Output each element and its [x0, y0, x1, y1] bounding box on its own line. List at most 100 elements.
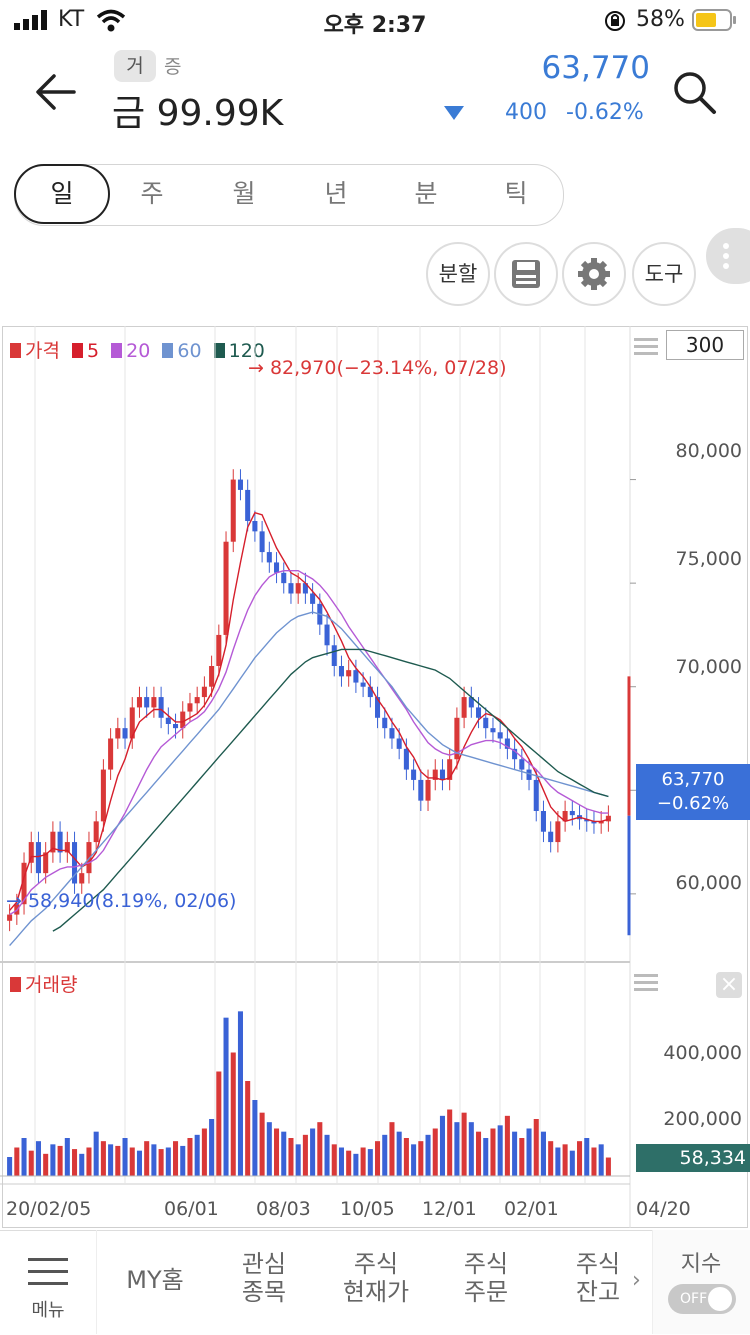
signal-icon	[14, 10, 47, 30]
volume-title: 거래량	[25, 974, 78, 996]
candle-body	[259, 531, 265, 553]
menu-button[interactable]: 메뉴	[0, 1230, 97, 1334]
tools-button[interactable]: 도구	[632, 242, 696, 306]
candle-body	[461, 697, 467, 718]
vol-tick-400000: 400,000	[663, 1042, 742, 1064]
legend-price: 가격	[25, 340, 60, 362]
candle-body	[375, 697, 381, 718]
candle-body	[274, 562, 280, 573]
candle-body	[411, 769, 417, 780]
candle-body	[144, 697, 150, 708]
candle-body	[43, 852, 49, 874]
volume-bar	[28, 1150, 34, 1176]
candle-body	[64, 842, 70, 853]
volume-bar	[259, 1112, 265, 1176]
volume-bar	[497, 1125, 503, 1176]
wifi-icon	[96, 9, 126, 32]
volume-bar	[223, 1017, 229, 1176]
candle-body	[548, 831, 554, 843]
candle-body	[295, 583, 301, 594]
volume-bar	[461, 1112, 467, 1176]
price-chart[interactable]	[0, 326, 750, 1228]
candle-body	[151, 697, 157, 708]
status-bar: KT 오후 2:37 58%	[0, 0, 750, 40]
menu-icon	[28, 1258, 68, 1285]
tab-day[interactable]: 일	[14, 164, 110, 224]
candle-body	[360, 682, 366, 687]
volume-bar	[158, 1149, 164, 1176]
volume-bar	[598, 1144, 604, 1176]
nav-stock-balance[interactable]: 주식 잔고	[575, 1250, 621, 1306]
volume-bar	[468, 1122, 474, 1176]
chevron-right-icon[interactable]: ›	[632, 1268, 641, 1293]
y-tick-80000: 80,000	[675, 440, 742, 462]
volume-bar	[86, 1147, 92, 1176]
settings-button[interactable]	[562, 242, 626, 306]
candle-body	[216, 634, 222, 666]
candle-body	[72, 842, 78, 884]
x-tick-3: 10/05	[340, 1198, 395, 1220]
tab-minute[interactable]: 분	[414, 179, 438, 208]
candle-body	[504, 738, 510, 749]
battery-percent: 58%	[636, 7, 685, 32]
candle-body	[403, 748, 409, 770]
price-panel-menu-icon[interactable]	[634, 338, 658, 359]
candle-body	[57, 831, 63, 853]
volume-bar	[209, 1119, 215, 1176]
volume-bar	[201, 1128, 207, 1176]
candle-body	[108, 738, 114, 770]
nav-stock-order[interactable]: 주식 주문	[463, 1250, 509, 1306]
candle-body	[569, 811, 575, 816]
ma120-line	[52, 648, 609, 932]
candle-body	[519, 759, 525, 770]
close-volume-panel-icon[interactable]: ×	[716, 972, 742, 998]
nav-stock-price[interactable]: 주식 현재가	[342, 1250, 410, 1306]
candle-body	[302, 583, 308, 594]
tab-month[interactable]: 월	[232, 179, 256, 208]
volume-bar	[533, 1119, 539, 1176]
volume-bar	[173, 1141, 179, 1176]
volume-bar	[100, 1141, 106, 1176]
search-icon[interactable]	[670, 68, 718, 116]
candle-body	[245, 489, 251, 521]
candle-body	[158, 697, 164, 718]
side-menu-handle[interactable]	[706, 228, 750, 284]
back-arrow-icon[interactable]	[30, 64, 86, 120]
split-button[interactable]: 분할	[426, 242, 490, 306]
price-change: 400	[505, 100, 547, 125]
volume-bar	[382, 1134, 388, 1176]
volume-bar	[540, 1131, 546, 1176]
candle-body	[129, 707, 135, 739]
volume-bar	[375, 1141, 381, 1176]
candle-body	[331, 645, 337, 666]
volume-bar	[569, 1150, 575, 1176]
bar-count-input[interactable]: 300	[666, 330, 744, 360]
volume-bar	[439, 1115, 445, 1176]
tab-week[interactable]: 주	[140, 179, 164, 208]
volume-bar	[584, 1138, 590, 1176]
clock: 오후 2:37	[323, 13, 427, 38]
candle-body	[266, 552, 272, 563]
volume-bar	[483, 1138, 489, 1176]
volume-bar	[302, 1134, 308, 1176]
candle-body	[468, 697, 474, 708]
nav-my-home[interactable]: MY홈	[126, 1266, 184, 1294]
save-button[interactable]	[494, 242, 558, 306]
volume-bar	[281, 1131, 287, 1176]
volume-panel-menu-icon[interactable]	[634, 974, 658, 995]
tab-year[interactable]: 년	[324, 179, 348, 208]
volume-bar	[266, 1122, 272, 1176]
volume-bar	[295, 1144, 301, 1176]
orientation-lock-icon	[605, 11, 625, 31]
candle-body	[454, 717, 460, 760]
candle-body	[425, 779, 431, 801]
volume-bar	[432, 1128, 438, 1176]
current-price-tag: 63,770 −0.62%	[636, 764, 750, 820]
volume-bar	[555, 1147, 561, 1176]
index-toggle[interactable]: OFF	[668, 1284, 736, 1314]
nav-watchlist[interactable]: 관심 종목	[241, 1250, 287, 1306]
candle-body	[187, 703, 193, 712]
tab-tick[interactable]: 틱	[504, 179, 528, 208]
candle-body	[237, 479, 243, 490]
candle-body	[79, 873, 85, 884]
